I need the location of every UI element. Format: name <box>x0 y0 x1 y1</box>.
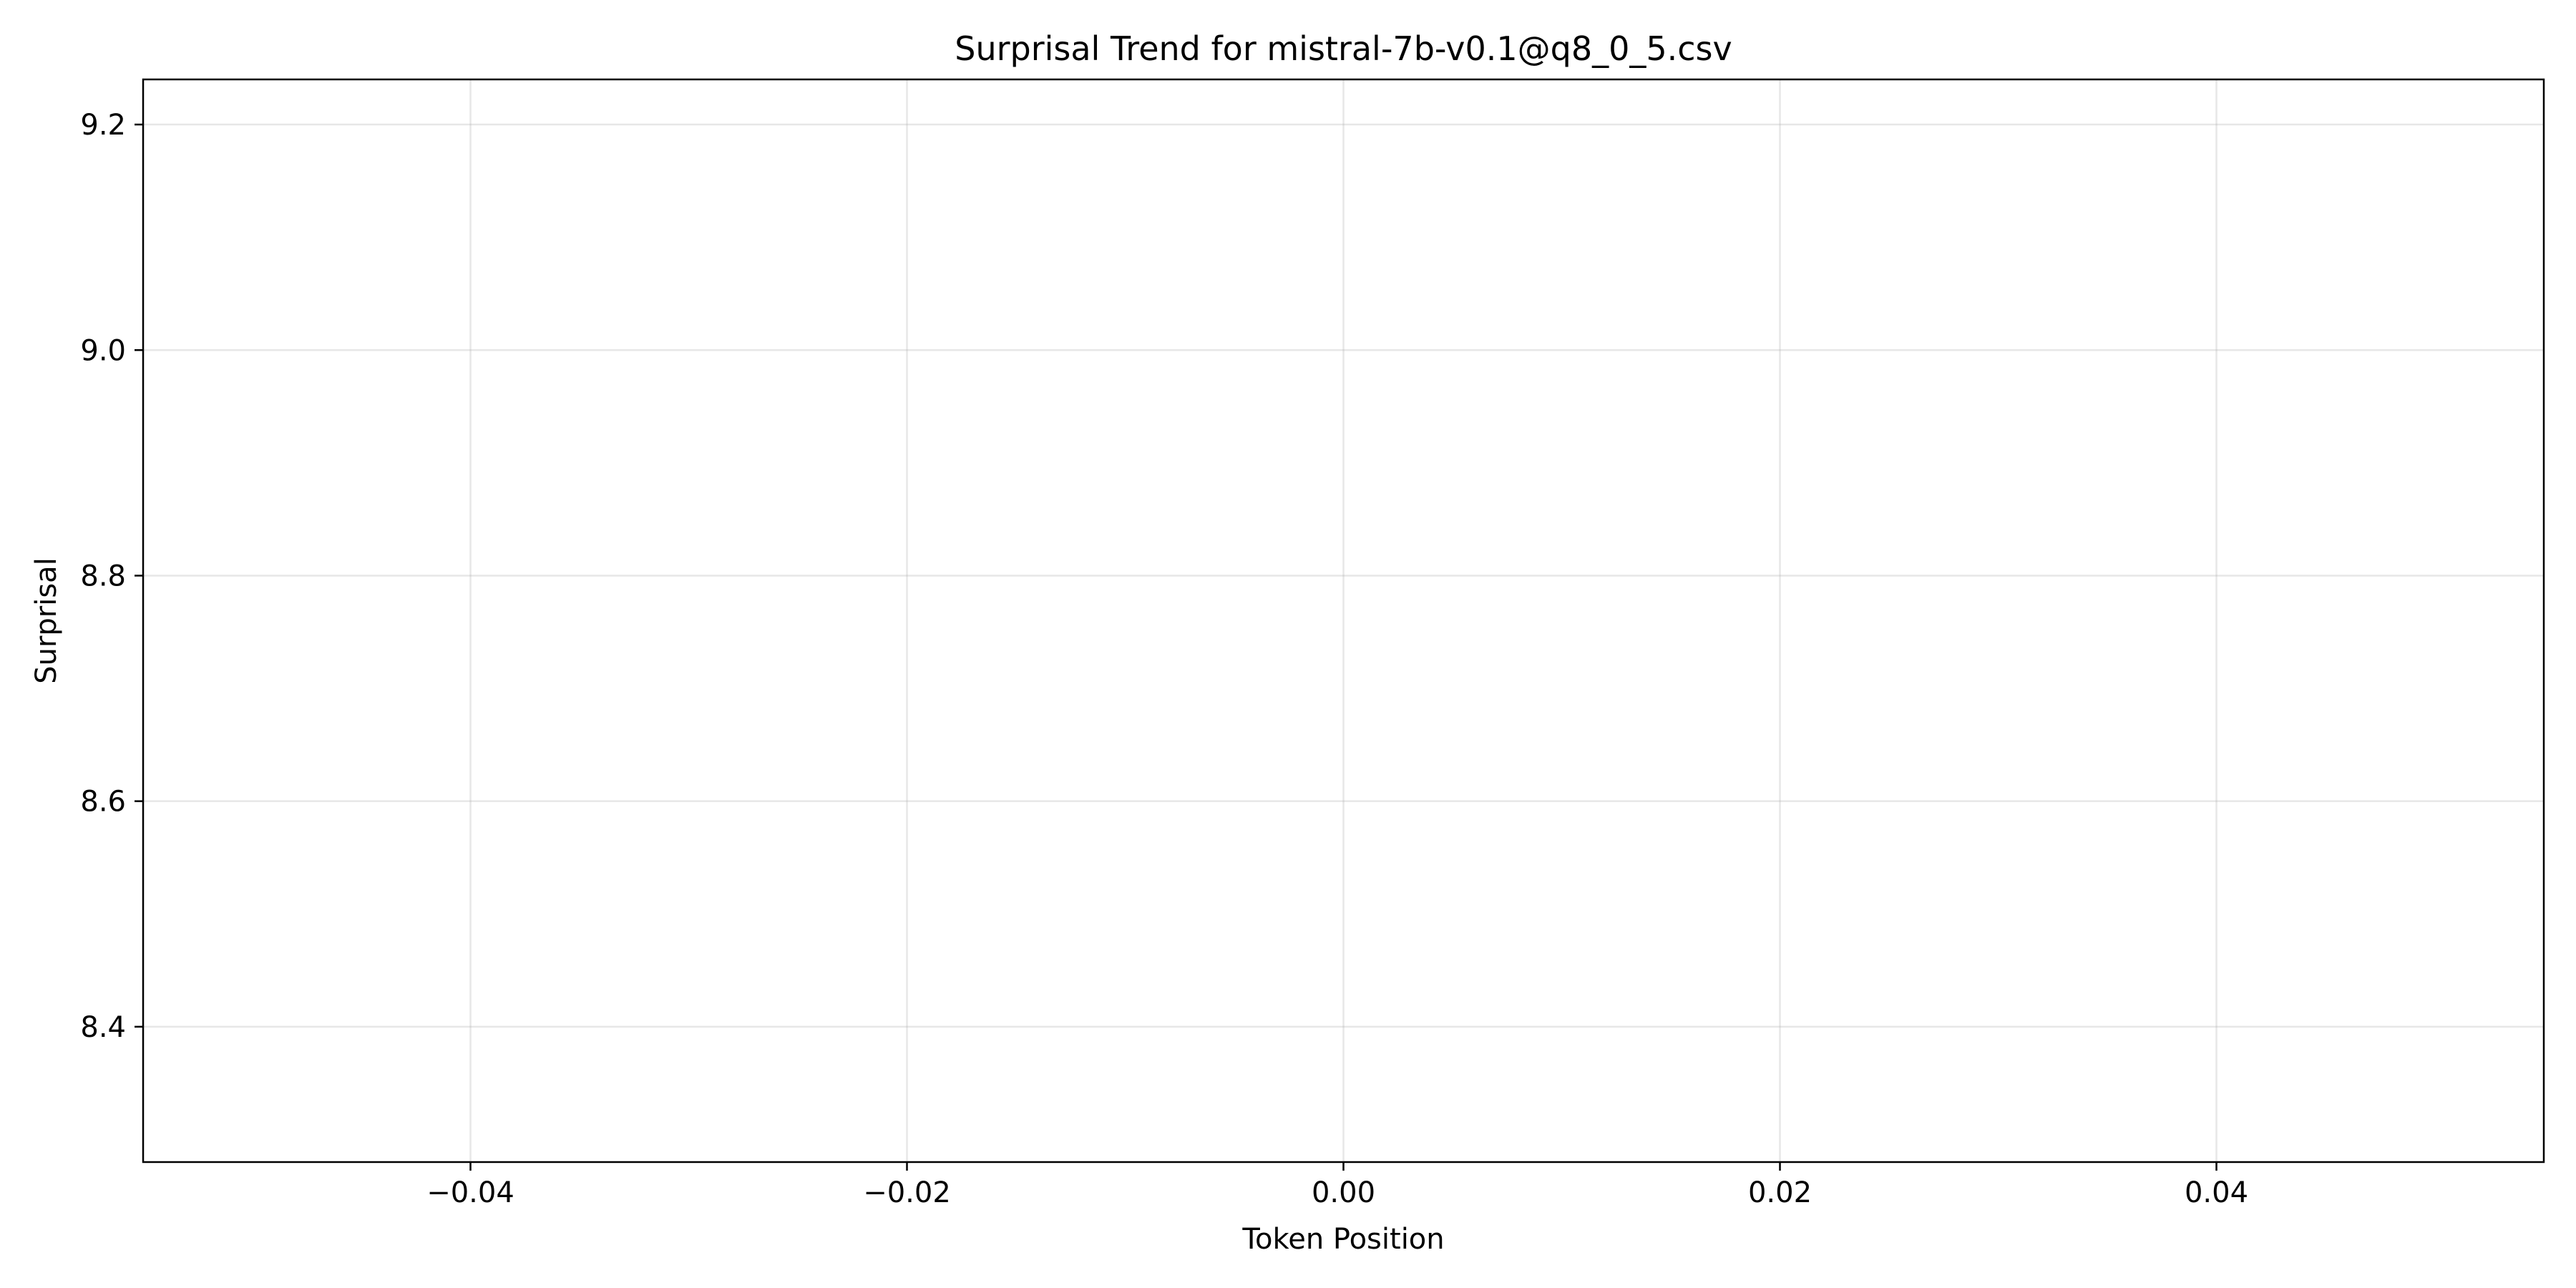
x-axis-ticks: −0.04 −0.02 0.00 0.02 0.04 <box>426 1162 2248 1209</box>
x-tick-label: −0.02 <box>863 1176 951 1209</box>
grid <box>143 79 2544 1162</box>
y-tick-label: 8.6 <box>80 786 126 819</box>
x-tick-label: 0.00 <box>1312 1176 1375 1209</box>
y-tick-label: 8.8 <box>80 560 126 592</box>
y-tick-label: 9.2 <box>80 109 126 142</box>
y-tick-label: 8.4 <box>80 1011 126 1044</box>
x-tick-label: 0.04 <box>2185 1176 2248 1209</box>
x-tick-label: −0.04 <box>426 1176 514 1209</box>
chart-title: Surprisal Trend for mistral-7b-v0.1@q8_0… <box>955 29 1732 68</box>
x-axis-label: Token Position <box>1241 1223 1444 1256</box>
y-axis-ticks: 8.4 8.6 8.8 9.0 9.2 <box>80 109 143 1044</box>
y-tick-label: 9.0 <box>80 334 126 367</box>
x-tick-label: 0.02 <box>1748 1176 1812 1209</box>
y-axis-label: Surprisal <box>30 557 63 684</box>
